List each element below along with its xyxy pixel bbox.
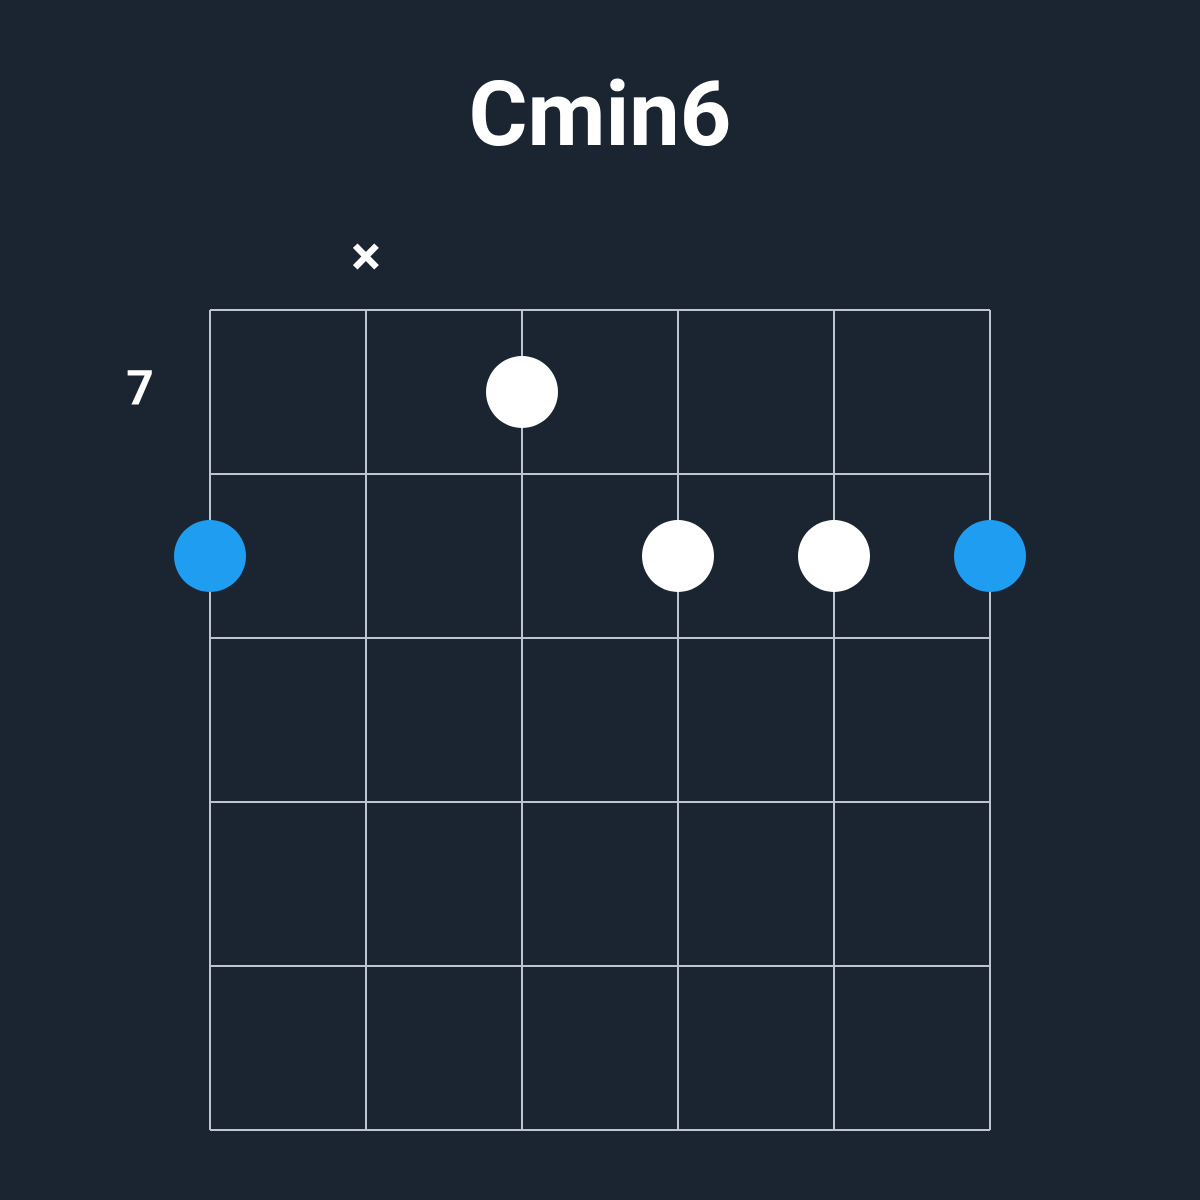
- start-fret-label: 7: [126, 360, 154, 417]
- finger-dot: [486, 356, 558, 428]
- muted-string-icon: ×: [351, 223, 381, 289]
- chord-diagram: Cmin6 7 ×: [0, 0, 1200, 1200]
- finger-dot: [174, 520, 246, 592]
- chord-diagram-container: Cmin6 7 ×: [0, 0, 1200, 1200]
- finger-dot: [954, 520, 1026, 592]
- diagram-background: [0, 0, 1200, 1200]
- finger-dot: [798, 520, 870, 592]
- finger-dot: [642, 520, 714, 592]
- chord-title: Cmin6: [469, 62, 732, 167]
